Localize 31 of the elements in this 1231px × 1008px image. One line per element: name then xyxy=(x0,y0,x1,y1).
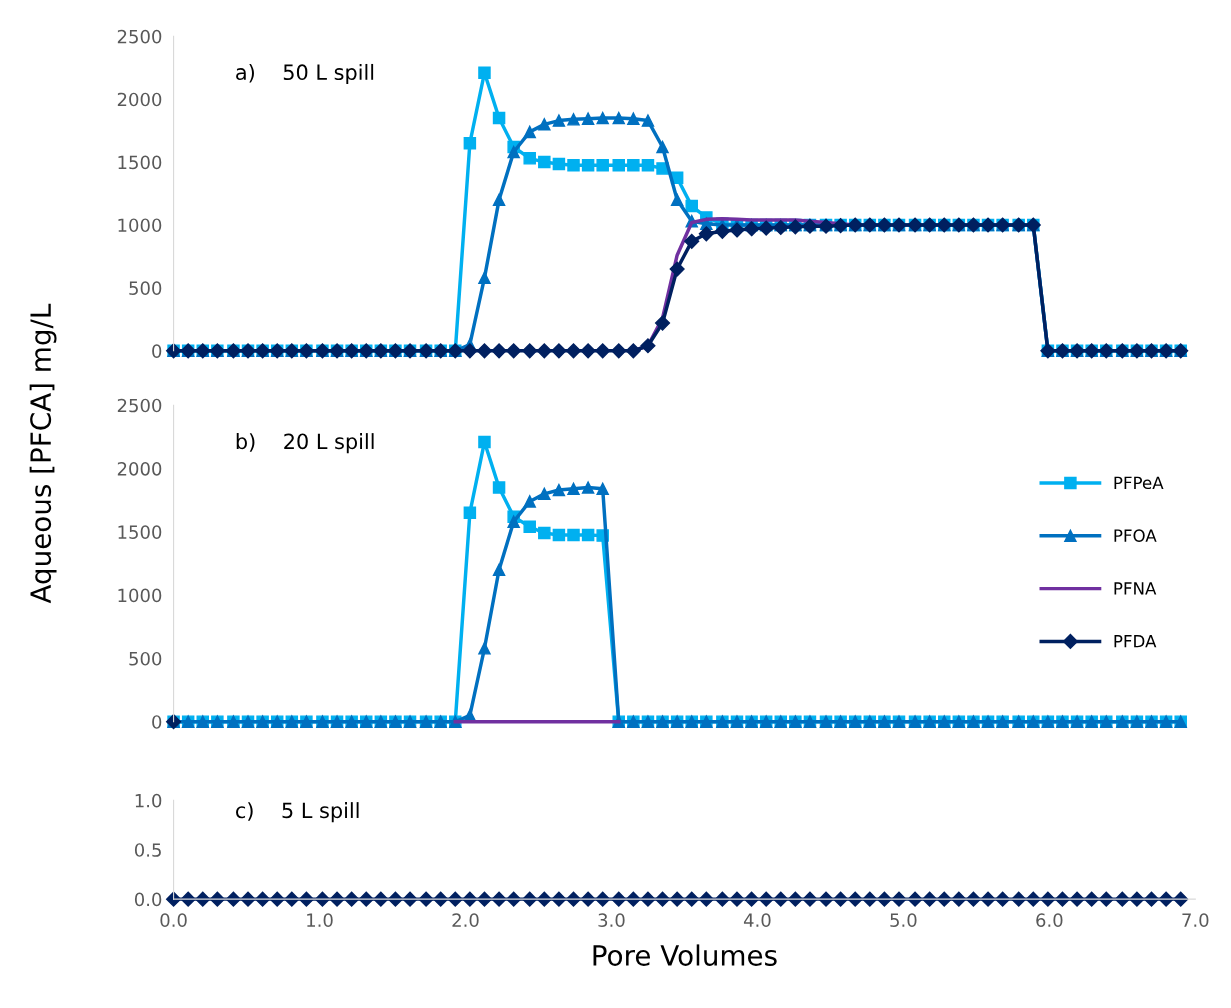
y-tick-label: 500 xyxy=(129,281,162,295)
annotation: b) 20 L spill xyxy=(236,433,374,454)
y-tick-label: 2500 xyxy=(117,398,162,413)
y-tick-label: 1500 xyxy=(118,525,162,539)
y-tick-label: 0.0 xyxy=(134,892,162,907)
y-tick-label: 1500 xyxy=(118,155,162,170)
legend-label: PFPeA xyxy=(1114,476,1164,490)
x-axis-title: Pore Volumes xyxy=(593,944,777,966)
x-tick-label: 7.0 xyxy=(1182,913,1209,927)
x-tick-label: 6.0 xyxy=(1036,913,1063,927)
y-tick-label: 2500 xyxy=(117,29,162,44)
y-tick-label: 1.0 xyxy=(135,793,162,808)
y-tick-label: 0.5 xyxy=(134,843,161,857)
x-tick-label: 4.0 xyxy=(743,913,771,927)
y-tick-label: 2000 xyxy=(117,461,162,476)
x-tick-label: 2.0 xyxy=(452,913,479,927)
x-tick-label: 5.0 xyxy=(890,913,917,927)
x-tick-label: 1.0 xyxy=(307,913,333,927)
legend-label: PFOA xyxy=(1114,529,1157,542)
x-tick-label: 3.0 xyxy=(598,913,625,927)
annotation: c) 5 L spill xyxy=(236,802,359,823)
y-tick-label: 0 xyxy=(152,344,162,358)
y-tick-label: 500 xyxy=(129,651,162,666)
y-tick-label: 1000 xyxy=(118,588,162,603)
y-axis-title: Aqueous [PFCA] mg/L xyxy=(29,303,57,604)
legend-label: PFDA xyxy=(1114,635,1157,648)
y-tick-label: 2000 xyxy=(117,92,162,107)
y-tick-label: 1000 xyxy=(118,218,162,233)
annotation: a) 50 L spill xyxy=(236,63,374,85)
y-tick-label: 0 xyxy=(152,715,162,729)
legend-label: PFNA xyxy=(1114,582,1157,595)
